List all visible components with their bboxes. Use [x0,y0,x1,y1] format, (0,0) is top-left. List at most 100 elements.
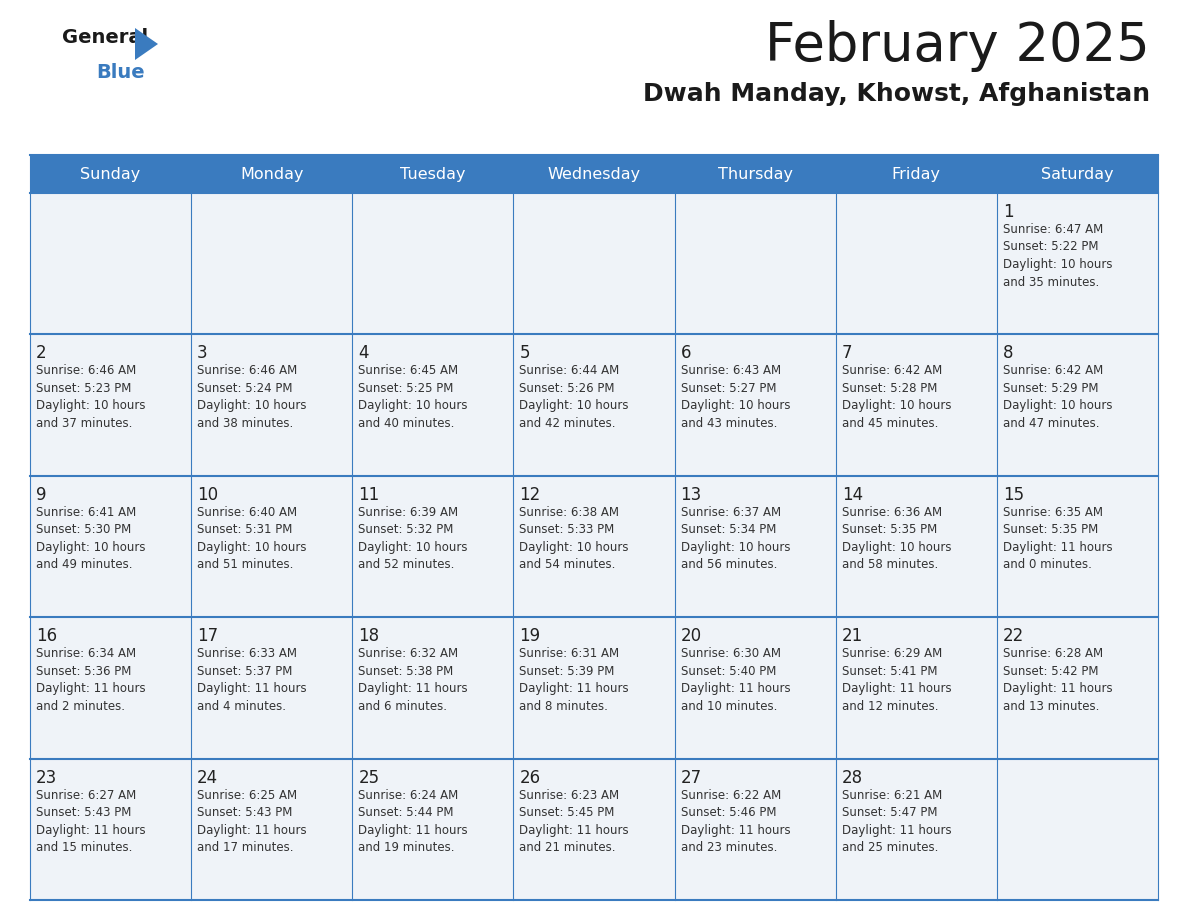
Text: Sunrise: 6:25 AM: Sunrise: 6:25 AM [197,789,297,801]
Text: and 21 minutes.: and 21 minutes. [519,841,615,854]
Text: 15: 15 [1003,486,1024,504]
Text: Sunset: 5:43 PM: Sunset: 5:43 PM [36,806,132,819]
Text: Daylight: 11 hours: Daylight: 11 hours [1003,541,1112,554]
Text: Daylight: 10 hours: Daylight: 10 hours [359,541,468,554]
Text: 11: 11 [359,486,379,504]
Text: and 47 minutes.: and 47 minutes. [1003,417,1099,430]
Text: Daylight: 11 hours: Daylight: 11 hours [36,823,146,836]
Text: Sunset: 5:34 PM: Sunset: 5:34 PM [681,523,776,536]
Text: and 10 minutes.: and 10 minutes. [681,700,777,712]
Bar [30,758,191,900]
Polygon shape [135,28,158,60]
Bar [835,617,997,758]
Text: Sunrise: 6:34 AM: Sunrise: 6:34 AM [36,647,137,660]
Text: and 0 minutes.: and 0 minutes. [1003,558,1092,571]
Text: and 58 minutes.: and 58 minutes. [842,558,939,571]
Text: Daylight: 11 hours: Daylight: 11 hours [197,682,307,695]
Text: Sunrise: 6:36 AM: Sunrise: 6:36 AM [842,506,942,519]
Text: Sunset: 5:33 PM: Sunset: 5:33 PM [519,523,614,536]
Text: and 54 minutes.: and 54 minutes. [519,558,615,571]
Text: Friday: Friday [892,166,941,182]
Bar [30,193,191,334]
Text: Sunrise: 6:40 AM: Sunrise: 6:40 AM [197,506,297,519]
Bar [191,334,353,476]
Text: 22: 22 [1003,627,1024,645]
Text: 20: 20 [681,627,702,645]
Text: Daylight: 10 hours: Daylight: 10 hours [1003,258,1112,271]
Text: and 15 minutes.: and 15 minutes. [36,841,132,854]
Bar [30,617,191,758]
Text: Daylight: 11 hours: Daylight: 11 hours [36,682,146,695]
Text: Daylight: 10 hours: Daylight: 10 hours [842,399,952,412]
Text: and 52 minutes.: and 52 minutes. [359,558,455,571]
Bar [675,617,835,758]
Text: and 45 minutes.: and 45 minutes. [842,417,939,430]
Bar [835,476,997,617]
Text: Daylight: 11 hours: Daylight: 11 hours [197,823,307,836]
Text: and 13 minutes.: and 13 minutes. [1003,700,1099,712]
Text: Daylight: 11 hours: Daylight: 11 hours [842,823,952,836]
Text: 14: 14 [842,486,862,504]
Text: and 6 minutes.: and 6 minutes. [359,700,448,712]
Bar [30,334,191,476]
Text: and 40 minutes.: and 40 minutes. [359,417,455,430]
Text: 12: 12 [519,486,541,504]
Text: Sunrise: 6:29 AM: Sunrise: 6:29 AM [842,647,942,660]
Text: 16: 16 [36,627,57,645]
Text: 13: 13 [681,486,702,504]
Text: Sunrise: 6:24 AM: Sunrise: 6:24 AM [359,789,459,801]
Text: Saturday: Saturday [1041,166,1113,182]
Text: Sunrise: 6:37 AM: Sunrise: 6:37 AM [681,506,781,519]
Text: Sunset: 5:29 PM: Sunset: 5:29 PM [1003,382,1099,395]
Bar [835,193,997,334]
Text: Sunrise: 6:35 AM: Sunrise: 6:35 AM [1003,506,1102,519]
Text: Sunset: 5:37 PM: Sunset: 5:37 PM [197,665,292,677]
Text: and 43 minutes.: and 43 minutes. [681,417,777,430]
Bar [675,476,835,617]
Text: 26: 26 [519,768,541,787]
Text: Sunrise: 6:46 AM: Sunrise: 6:46 AM [36,364,137,377]
Text: Sunset: 5:24 PM: Sunset: 5:24 PM [197,382,292,395]
Text: Tuesday: Tuesday [400,166,466,182]
Text: 25: 25 [359,768,379,787]
Text: Daylight: 11 hours: Daylight: 11 hours [1003,682,1112,695]
Bar [835,758,997,900]
Text: Daylight: 11 hours: Daylight: 11 hours [842,682,952,695]
Text: 7: 7 [842,344,852,363]
Text: and 49 minutes.: and 49 minutes. [36,558,133,571]
Text: Daylight: 10 hours: Daylight: 10 hours [1003,399,1112,412]
Text: Daylight: 10 hours: Daylight: 10 hours [519,541,628,554]
Bar [30,155,1158,193]
Text: 19: 19 [519,627,541,645]
Text: Sunset: 5:35 PM: Sunset: 5:35 PM [842,523,937,536]
Bar [30,476,191,617]
Text: Daylight: 10 hours: Daylight: 10 hours [519,399,628,412]
Text: 17: 17 [197,627,219,645]
Text: February 2025: February 2025 [765,20,1150,72]
Text: Sunrise: 6:31 AM: Sunrise: 6:31 AM [519,647,620,660]
Text: and 42 minutes.: and 42 minutes. [519,417,615,430]
Text: and 25 minutes.: and 25 minutes. [842,841,939,854]
Bar [353,476,513,617]
Text: and 37 minutes.: and 37 minutes. [36,417,132,430]
Text: Sunset: 5:35 PM: Sunset: 5:35 PM [1003,523,1098,536]
Text: Sunrise: 6:44 AM: Sunrise: 6:44 AM [519,364,620,377]
Text: and 12 minutes.: and 12 minutes. [842,700,939,712]
Text: Daylight: 11 hours: Daylight: 11 hours [359,682,468,695]
Text: Sunset: 5:47 PM: Sunset: 5:47 PM [842,806,937,819]
Text: Sunset: 5:46 PM: Sunset: 5:46 PM [681,806,776,819]
Text: Sunset: 5:26 PM: Sunset: 5:26 PM [519,382,615,395]
Bar [513,617,675,758]
Text: Sunrise: 6:23 AM: Sunrise: 6:23 AM [519,789,620,801]
Bar [997,476,1158,617]
Text: 10: 10 [197,486,219,504]
Text: Sunset: 5:39 PM: Sunset: 5:39 PM [519,665,615,677]
Text: Sunrise: 6:47 AM: Sunrise: 6:47 AM [1003,223,1104,236]
Bar [675,193,835,334]
Text: 27: 27 [681,768,702,787]
Text: Daylight: 11 hours: Daylight: 11 hours [681,823,790,836]
Text: Sunrise: 6:30 AM: Sunrise: 6:30 AM [681,647,781,660]
Text: 2: 2 [36,344,46,363]
Text: Sunrise: 6:32 AM: Sunrise: 6:32 AM [359,647,459,660]
Text: Daylight: 10 hours: Daylight: 10 hours [197,399,307,412]
